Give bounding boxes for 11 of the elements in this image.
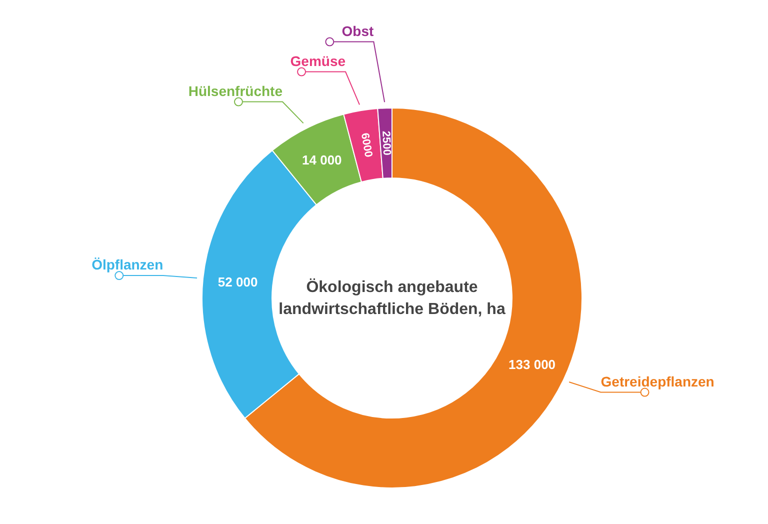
slice-label: Getreidepflanzen — [600, 373, 714, 390]
slice-label: Ölpflanzen — [92, 256, 164, 273]
data-label: 2500 — [380, 130, 393, 156]
slice-label: Gemüse — [290, 52, 346, 69]
data-label: 133 000 — [508, 356, 556, 372]
slice-label: Hülsenfrüchte — [188, 82, 283, 99]
text: Ökologisch angebaute landwirtschaftliche Böden, ha — [278, 278, 506, 318]
data-label: 52 000 — [218, 274, 258, 290]
data-label: 6000 — [358, 132, 374, 158]
data-label: 14 000 — [302, 152, 342, 168]
slice-label: Obst — [342, 22, 374, 39]
